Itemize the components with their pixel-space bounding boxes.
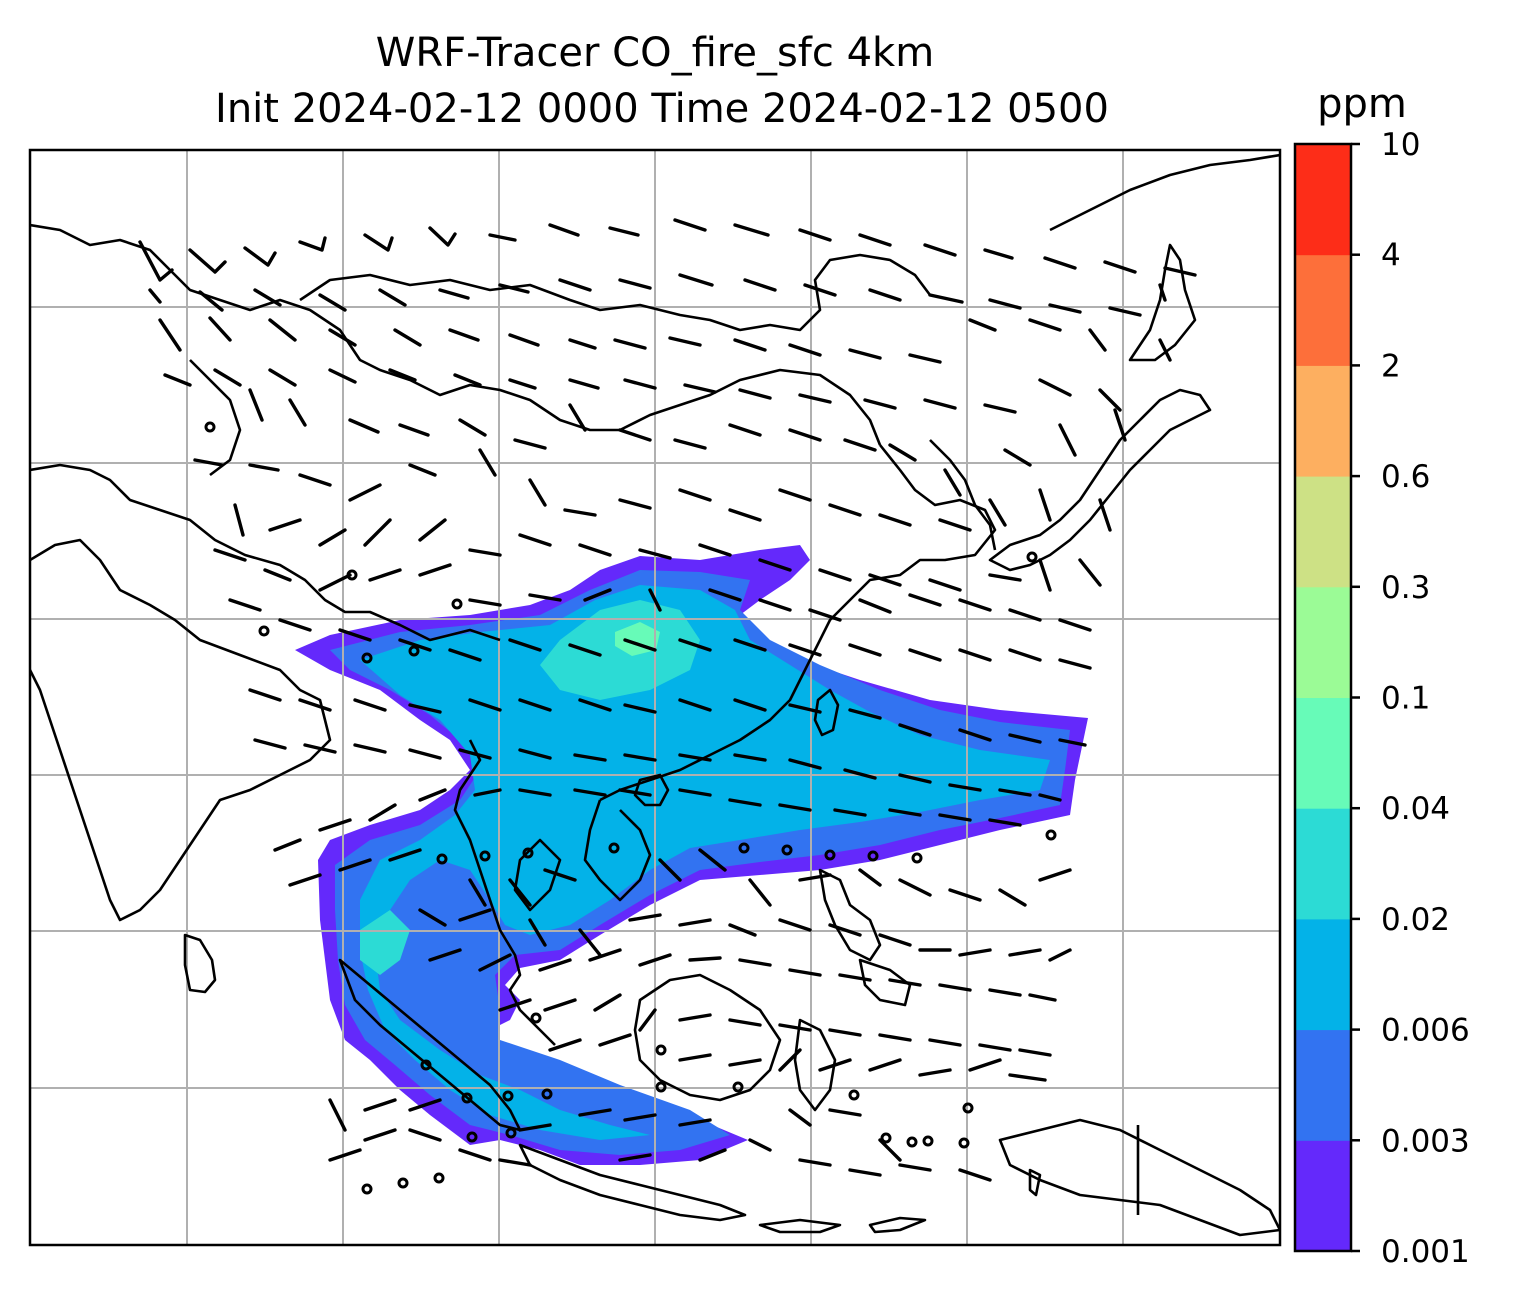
- colorbar-tick-label: 0.04: [1381, 791, 1450, 827]
- colorbar-bands: [1295, 144, 1351, 1252]
- colorbar-unit-label: ppm: [1317, 81, 1407, 127]
- colorbar-tick-label: 10: [1381, 127, 1420, 163]
- colorbar-band-7: [1295, 365, 1351, 477]
- coastlines: [30, 153, 1280, 1237]
- title-line-2: Init 2024-02-12 0000 Time 2024-02-12 050…: [215, 86, 1109, 132]
- colorbar-tick-label: 2: [1381, 348, 1401, 384]
- wind-barbs: [138, 218, 1197, 1182]
- map-panel: [28, 148, 1282, 1247]
- colorbar-band-9: [1295, 144, 1351, 256]
- colorbar-tick-label: 0.02: [1381, 902, 1450, 938]
- colorbar-frame: [1293, 142, 1353, 1253]
- colorbar-tick-label: 0.006: [1381, 1013, 1470, 1049]
- colorbar-tick-label: 4: [1381, 238, 1401, 274]
- title-line-1: WRF-Tracer CO_fire_sfc 4km: [376, 30, 934, 76]
- colorbar-band-6: [1295, 476, 1351, 588]
- colorbar-tick-label: 0.3: [1381, 570, 1430, 606]
- colorbar-tick-label: 0.6: [1381, 459, 1430, 495]
- colorbar: ppm 0.001 0.003 0.006 0.02 0.04 0.1 0.3 0.6 2 4 10: [1293, 81, 1470, 1270]
- colorbar-band-0: [1295, 1140, 1351, 1252]
- colorbar-band-1: [1295, 1029, 1351, 1141]
- map-frame: [28, 148, 1282, 1247]
- co-fire-plume: [295, 545, 1088, 1165]
- colorbar-band-5: [1295, 586, 1351, 698]
- colorbar-band-8: [1295, 254, 1351, 366]
- plume-band-002-b: [360, 910, 410, 975]
- colorbar-band-4: [1295, 697, 1351, 809]
- colorbar-band-2: [1295, 918, 1351, 1031]
- colorbar-band-3: [1295, 808, 1351, 920]
- gridlines: [30, 150, 1280, 1245]
- calm-markers: [204, 421, 1057, 1195]
- colorbar-ticks: 0.001 0.003 0.006 0.02 0.04 0.1 0.3 0.6 2 4 10: [1351, 127, 1470, 1270]
- colorbar-tick-label: 0.003: [1381, 1123, 1470, 1159]
- plume-band-002-a: [540, 600, 700, 700]
- colorbar-tick-label: 0.1: [1381, 681, 1430, 717]
- colorbar-tick-label: 0.001: [1381, 1234, 1470, 1270]
- plume-band-0006: [360, 585, 1050, 1140]
